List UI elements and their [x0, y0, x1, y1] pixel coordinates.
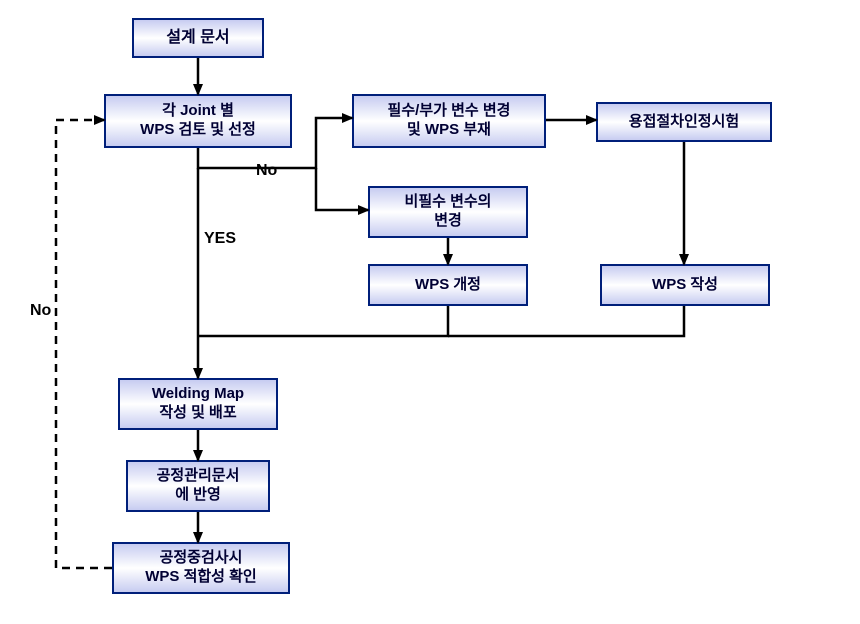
node-label: 설계 문서	[166, 28, 229, 48]
node-wps-review: 각 Joint 별 WPS 검토 및 선정	[104, 94, 292, 148]
node-process-doc: 공정관리문서 에 반영	[126, 460, 270, 512]
flowchart-canvas: 설계 문서 각 Joint 별 WPS 검토 및 선정 필수/부가 변수 변경 …	[0, 0, 860, 624]
node-variable-change: 필수/부가 변수 변경 및 WPS 부재	[352, 94, 546, 148]
node-nonessential-var: 비필수 변수의 변경	[368, 186, 528, 238]
node-weld-procedure-test: 용접절차인정시험	[596, 102, 772, 142]
node-label: 공정관리문서 에 반영	[157, 467, 240, 505]
edge-e7	[198, 306, 448, 336]
node-label: 공정중검사시 WPS 적합성 확인	[145, 549, 257, 587]
node-wps-revision: WPS 개정	[368, 264, 528, 306]
edge-e11	[56, 120, 112, 568]
node-design-doc: 설계 문서	[132, 18, 264, 58]
node-wps-creation: WPS 작성	[600, 264, 770, 306]
edge-label-no: No	[256, 162, 277, 180]
node-welding-map: Welding Map 작성 및 배포	[118, 378, 278, 430]
edge-label-no-feedback: No	[30, 302, 51, 320]
node-label: 용접절차인정시험	[629, 113, 739, 132]
edge-e8	[448, 306, 684, 336]
node-label: 비필수 변수의 변경	[405, 193, 492, 231]
node-label: 각 Joint 별 WPS 검토 및 선정	[140, 102, 256, 140]
edge-e2b	[316, 168, 368, 210]
node-label: WPS 작성	[652, 276, 718, 295]
node-inspection-check: 공정중검사시 WPS 적합성 확인	[112, 542, 290, 594]
edge-label-yes: YES	[204, 230, 236, 248]
node-label: 필수/부가 변수 변경 및 WPS 부재	[388, 102, 511, 140]
node-label: WPS 개정	[415, 276, 481, 295]
node-label: Welding Map 작성 및 배포	[152, 385, 244, 423]
